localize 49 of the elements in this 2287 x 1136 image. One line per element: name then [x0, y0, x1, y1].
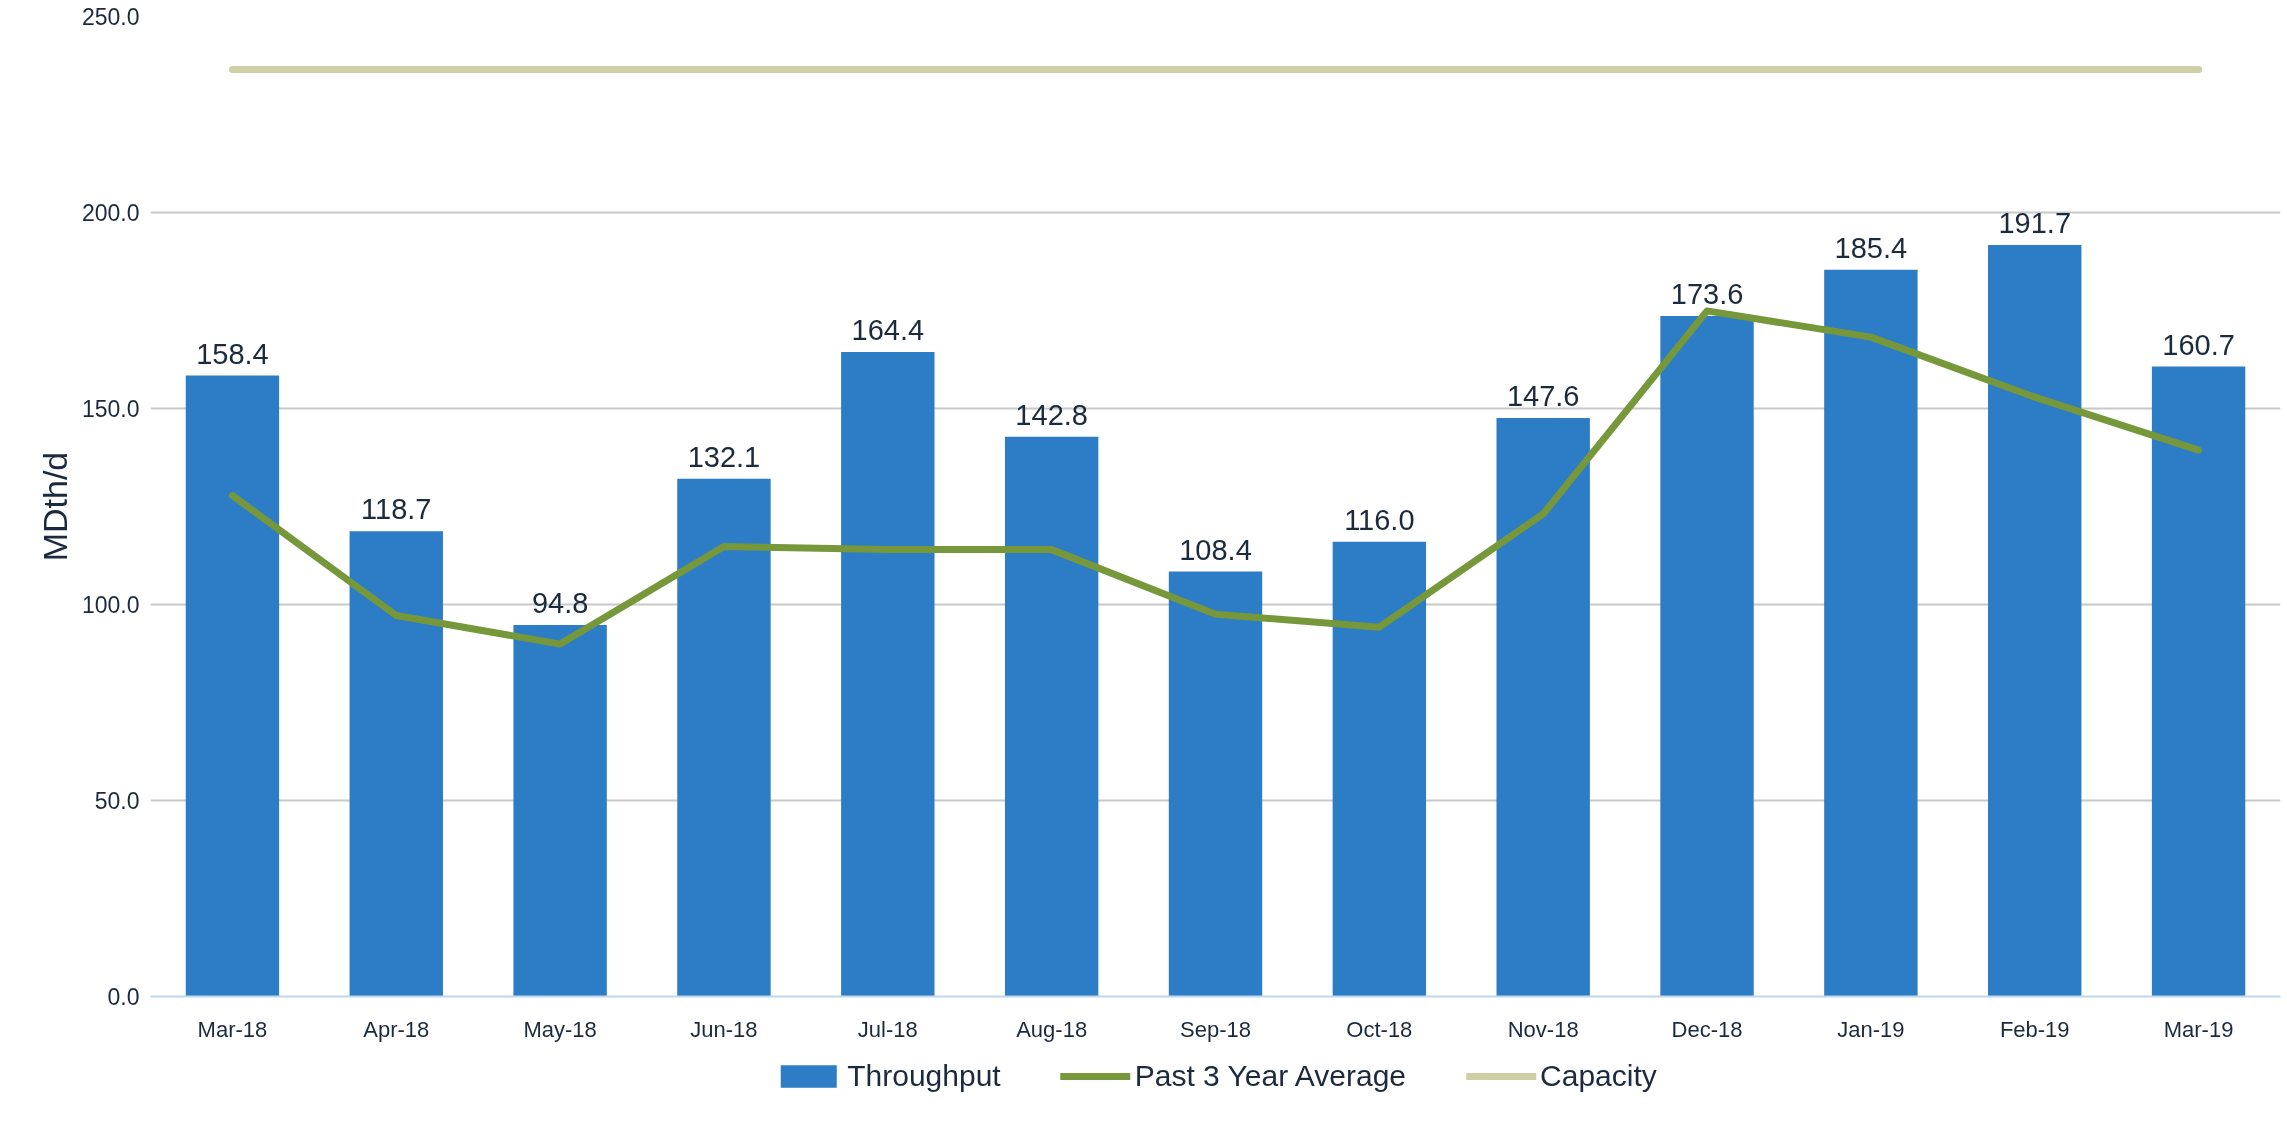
legend-label: Throughput	[847, 1059, 1001, 1093]
bar	[677, 478, 771, 997]
x-tick-label: Aug-18	[1016, 1016, 1088, 1042]
bar	[185, 375, 280, 997]
data-label: 108.4	[1179, 533, 1252, 566]
data-label: 185.4	[1834, 231, 1908, 264]
legend-label: Capacity	[1540, 1059, 1657, 1093]
y-tick-label: 200.0	[81, 200, 140, 226]
y-tick-label: 0.0	[107, 984, 140, 1010]
bar	[1824, 269, 1918, 997]
y-axis-title: MDth/d	[35, 451, 74, 562]
x-tick-label: Jul-18	[857, 1016, 918, 1042]
bar	[513, 624, 607, 997]
data-label: 160.7	[2162, 328, 2235, 361]
x-tick-label: Feb-19	[1999, 1016, 2070, 1042]
data-label: 142.8	[1015, 398, 1088, 431]
data-label: 158.4	[196, 337, 269, 370]
bar	[1004, 436, 1099, 997]
data-label: 191.7	[1998, 207, 2072, 240]
x-tick-label: May-18	[523, 1016, 597, 1042]
x-tick-label: Nov-18	[1507, 1016, 1579, 1042]
bar	[2151, 366, 2246, 997]
x-tick-label: Jun-18	[690, 1016, 758, 1042]
bar	[1660, 315, 1754, 997]
y-tick-label: 250.0	[81, 4, 140, 30]
bar	[349, 531, 443, 997]
data-label: 173.6	[1670, 277, 1744, 310]
x-tick-label: Apr-18	[363, 1016, 430, 1042]
y-tick-label: 150.0	[81, 396, 140, 422]
bar	[1988, 245, 2082, 997]
y-tick-label: 100.0	[81, 592, 140, 618]
data-label: 164.4	[851, 314, 925, 347]
legend-label: Past 3 Year Average	[1134, 1059, 1407, 1093]
data-label: 118.7	[361, 493, 432, 526]
bar	[1168, 571, 1263, 997]
x-tick-label: Jan-19	[1837, 1016, 1905, 1042]
data-label: 116.0	[1344, 503, 1415, 536]
x-tick-label: Oct-18	[1346, 1016, 1413, 1042]
data-label: 147.6	[1506, 379, 1580, 412]
x-tick-label: Mar-18	[197, 1016, 268, 1042]
data-label: 132.1	[687, 440, 761, 473]
x-tick-label: Mar-19	[2163, 1016, 2234, 1042]
bar	[1332, 541, 1427, 997]
data-label: 94.8	[531, 586, 589, 619]
y-tick-label: 50.0	[94, 788, 140, 814]
bar	[1496, 417, 1590, 997]
x-tick-label: Sep-18	[1180, 1016, 1251, 1042]
x-tick-label: Dec-18	[1671, 1016, 1743, 1042]
bar	[841, 352, 935, 997]
